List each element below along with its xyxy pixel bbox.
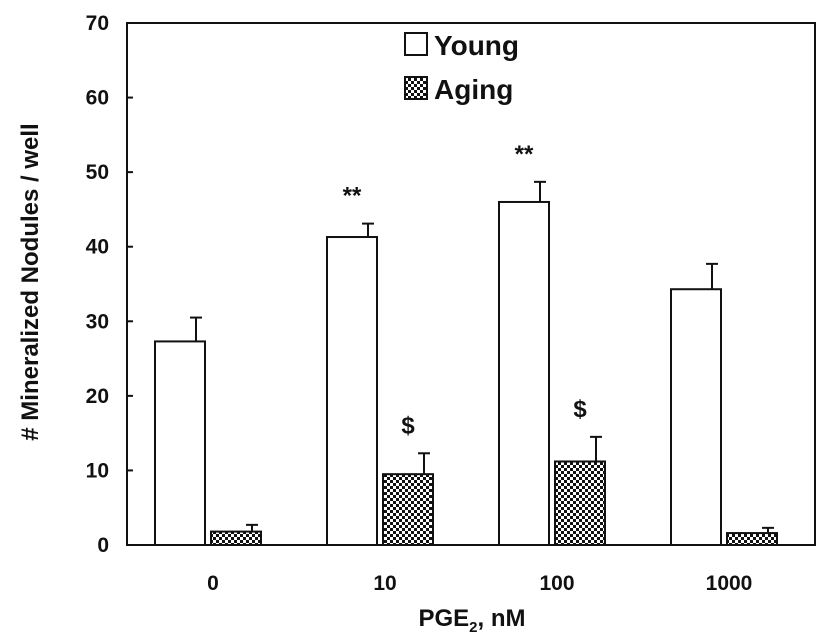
bar-young bbox=[326, 236, 378, 547]
y-tick-label: 70 bbox=[86, 12, 109, 35]
bar-aging bbox=[554, 460, 606, 547]
bar-young bbox=[154, 340, 206, 547]
significance-marker: ** bbox=[515, 141, 534, 168]
legend-label-aging: Aging bbox=[434, 74, 513, 105]
y-tick-label: 20 bbox=[86, 385, 109, 408]
y-tick-label: 10 bbox=[86, 459, 109, 482]
y-tick-label: 50 bbox=[86, 161, 109, 184]
legend-label-young: Young bbox=[434, 30, 519, 61]
y-axis-title: # Mineralized Nodules / well bbox=[17, 123, 44, 440]
x-axis-title: PGE2, nM bbox=[418, 605, 525, 633]
x-axis-title-main: PGE bbox=[418, 605, 469, 632]
legend-swatch-young bbox=[404, 32, 428, 56]
bar-young bbox=[498, 200, 550, 546]
significance-marker: ** bbox=[343, 183, 362, 210]
bar-aging bbox=[726, 532, 778, 546]
x-axis-title-unit: , nM bbox=[478, 605, 526, 632]
x-tick-label: 1000 bbox=[706, 572, 753, 595]
y-tick-label: 30 bbox=[86, 310, 109, 333]
y-tick-label: 0 bbox=[97, 534, 109, 557]
significance-marker: $ bbox=[401, 412, 415, 439]
x-axis-title-subscript: 2 bbox=[469, 619, 477, 633]
bar-young bbox=[670, 288, 722, 546]
y-tick-label: 40 bbox=[86, 236, 109, 259]
plot-frame bbox=[126, 22, 816, 546]
x-tick-label: 10 bbox=[373, 572, 396, 595]
significance-marker: $ bbox=[573, 396, 587, 423]
bar-aging bbox=[210, 530, 262, 547]
legend-swatch-aging bbox=[404, 76, 428, 100]
x-tick-label: 0 bbox=[207, 572, 219, 595]
x-tick-label: 100 bbox=[539, 572, 574, 595]
y-tick-label: 60 bbox=[86, 87, 109, 110]
bar-aging bbox=[382, 473, 434, 546]
